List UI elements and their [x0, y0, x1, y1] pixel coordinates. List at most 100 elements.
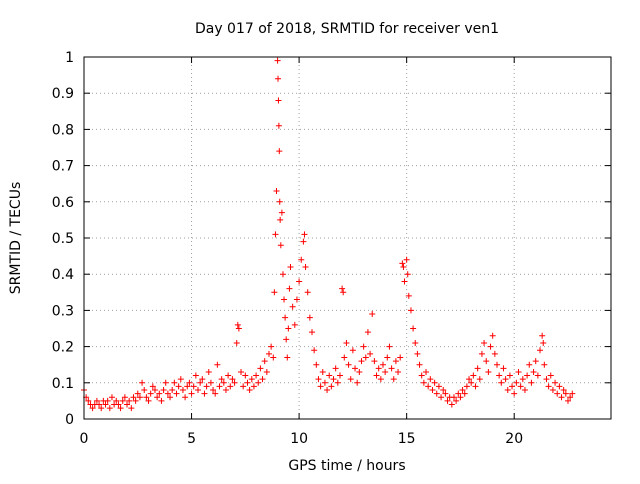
data-point	[147, 390, 154, 397]
data-point	[210, 387, 217, 394]
data-point	[347, 376, 354, 383]
data-point	[478, 350, 485, 357]
data-point	[321, 379, 328, 386]
data-point	[562, 390, 569, 397]
data-point	[564, 397, 571, 404]
data-point	[250, 383, 257, 390]
y-tick-label: 0.6	[52, 195, 74, 211]
data-point	[330, 376, 337, 383]
data-point	[556, 383, 563, 390]
y-tick-label: 1	[65, 50, 74, 66]
data-point	[270, 354, 277, 361]
data-point	[519, 376, 526, 383]
data-point	[143, 394, 150, 401]
data-point	[113, 397, 120, 404]
data-point	[128, 405, 135, 412]
data-point	[275, 122, 282, 129]
data-point	[540, 339, 547, 346]
data-point	[259, 376, 266, 383]
data-point	[324, 387, 331, 394]
data-point	[373, 372, 380, 379]
y-tick-label: 0.9	[52, 86, 74, 102]
data-point	[433, 390, 440, 397]
data-point	[379, 361, 386, 368]
data-point	[420, 379, 427, 386]
data-point	[517, 383, 524, 390]
data-point	[502, 376, 509, 383]
data-point	[468, 379, 475, 386]
data-point	[459, 387, 466, 394]
data-point	[526, 361, 533, 368]
data-point	[192, 372, 199, 379]
data-point	[364, 329, 371, 336]
data-point	[293, 296, 300, 303]
data-point	[240, 383, 247, 390]
data-point	[302, 263, 309, 270]
data-point	[171, 379, 178, 386]
data-point	[274, 57, 281, 64]
data-point	[504, 387, 511, 394]
data-point	[427, 376, 434, 383]
data-point	[466, 376, 473, 383]
data-point	[356, 368, 363, 375]
data-point	[476, 376, 483, 383]
data-point	[201, 390, 208, 397]
data-point	[560, 387, 567, 394]
data-point	[304, 289, 311, 296]
data-point	[352, 365, 359, 372]
data-point	[416, 361, 423, 368]
data-point	[442, 390, 449, 397]
data-point	[509, 383, 516, 390]
data-point	[549, 387, 556, 394]
data-point	[487, 343, 494, 350]
data-point	[212, 390, 219, 397]
data-point	[257, 365, 264, 372]
data-point	[399, 260, 406, 267]
data-point	[470, 372, 477, 379]
data-point	[214, 361, 221, 368]
data-point	[414, 350, 421, 357]
data-point	[289, 303, 296, 310]
data-point	[530, 368, 537, 375]
data-point	[472, 383, 479, 390]
data-point	[407, 307, 414, 314]
data-point	[173, 390, 180, 397]
data-point	[179, 387, 186, 394]
data-point	[182, 394, 189, 401]
data-point	[315, 376, 322, 383]
data-point	[158, 397, 165, 404]
y-tick-label: 0.8	[52, 122, 74, 138]
data-point	[141, 387, 148, 394]
data-point	[545, 383, 552, 390]
data-point	[205, 368, 212, 375]
data-point	[278, 209, 285, 216]
data-point	[175, 383, 182, 390]
y-tick-label: 0.1	[52, 376, 74, 392]
data-point	[282, 314, 289, 321]
x-tick-label: 15	[398, 431, 416, 447]
data-point	[117, 405, 124, 412]
data-point	[341, 354, 348, 361]
chart-title: Day 017 of 2018, SRMTID for receiver ven…	[195, 21, 499, 37]
data-point	[106, 405, 113, 412]
data-point	[132, 397, 139, 404]
data-point	[332, 365, 339, 372]
data-point	[369, 311, 376, 318]
data-point	[453, 397, 460, 404]
data-point	[425, 383, 432, 390]
data-point	[541, 361, 548, 368]
data-point	[126, 397, 133, 404]
data-point	[188, 390, 195, 397]
data-point	[160, 387, 167, 394]
data-point	[218, 376, 225, 383]
data-point	[534, 372, 541, 379]
data-point	[336, 372, 343, 379]
data-point	[248, 376, 255, 383]
data-point	[506, 372, 513, 379]
axis-tick-labels: 00.10.20.30.40.50.60.70.80.910 5 10 15 20	[52, 50, 523, 447]
data-point	[268, 343, 275, 350]
data-point	[145, 397, 152, 404]
data-point	[400, 263, 407, 270]
x-axis-label: GPS time / hours	[288, 458, 405, 474]
